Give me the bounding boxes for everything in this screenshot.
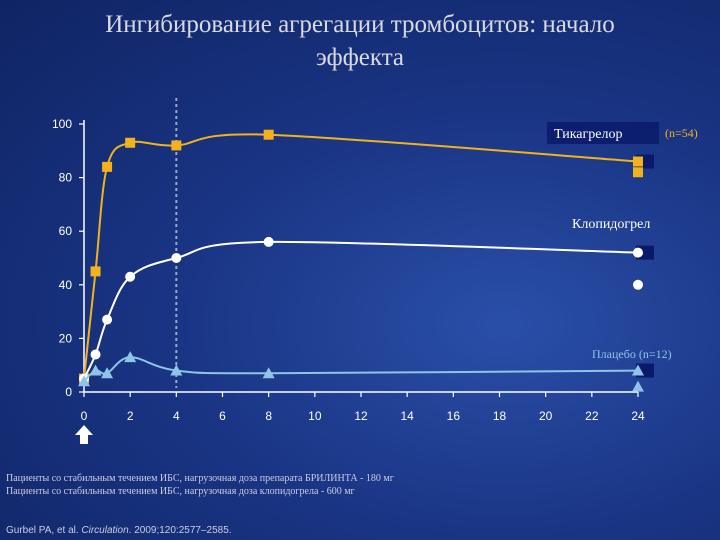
series-line-placebo	[83, 356, 639, 383]
data-point-end-ticagrelor	[633, 156, 643, 167]
data-point-placebo	[262, 367, 275, 379]
data-point-ticagrelor	[102, 161, 113, 172]
x-tick-label: 0	[81, 409, 88, 423]
data-point-ticagrelor	[125, 137, 136, 148]
citation: Gurbel PA, et al. Circulation. 2009;120:…	[6, 525, 232, 536]
citation-authors: Gurbel PA, et al.	[6, 525, 82, 536]
data-point-placebo	[170, 364, 183, 376]
x-tick-label: 24	[631, 409, 645, 423]
data-point-ticagrelor	[263, 129, 274, 140]
chart-title: Ингибирование агрегации тромбоцитов: нач…	[105, 11, 615, 71]
x-tick-label: 20	[539, 409, 553, 423]
footnote-clopidogrel: Пациенты со стабильным течением ИБС, наг…	[6, 486, 355, 497]
x-tick-label: 22	[585, 409, 599, 423]
data-point-clopidogrel	[263, 236, 274, 247]
y-tick-label: 40	[59, 278, 73, 292]
x-tick-label: 18	[493, 409, 507, 423]
y-tick-label: 80	[59, 171, 73, 185]
data-point-placebo	[89, 364, 102, 376]
end-marker-offset-placebo	[632, 380, 644, 392]
footnote-ticagrelor: Пациенты со стабильным течением ИБС, наг…	[6, 473, 394, 484]
data-point-placebo	[78, 375, 90, 387]
y-tick-label: 0	[65, 385, 72, 399]
x-tick-label: 6	[219, 409, 226, 423]
y-tick-label: 20	[59, 331, 73, 345]
series-label-placebo: Плацебо (n=12)	[592, 347, 672, 361]
data-point-clopidogrel	[125, 271, 136, 282]
data-point-clopidogrel	[90, 349, 101, 360]
data-point-clopidogrel	[102, 314, 113, 325]
x-tick-label: 10	[308, 409, 322, 423]
data-point-clopidogrel	[171, 253, 182, 263]
series-label-ticagrelor: Тикагрелор	[554, 127, 622, 142]
dose-arrow-icon	[75, 425, 93, 444]
data-point-end-placebo	[632, 364, 644, 376]
legend-box-ticagrelor	[547, 122, 659, 144]
series-annotation-ticagrelor: (n=54)	[665, 126, 698, 140]
x-tick-label: 14	[400, 409, 414, 423]
end-marker-offset-ticagrelor	[633, 167, 643, 178]
data-point-ticagrelor	[171, 140, 182, 151]
y-tick-label: 100	[52, 117, 72, 131]
data-point-placebo	[101, 367, 114, 379]
data-point-ticagrelor	[90, 266, 101, 277]
x-tick-label: 16	[447, 409, 461, 423]
x-tick-label: 2	[127, 409, 134, 423]
citation-details: . 2009;120:2577–2585.	[128, 525, 232, 536]
x-tick-label: 12	[354, 409, 368, 423]
x-tick-label: 8	[265, 409, 272, 423]
series-label-clopidogrel: Клопидогрел	[572, 217, 650, 232]
y-tick-label: 60	[59, 224, 73, 238]
series-line-ticagrelor	[83, 133, 639, 379]
end-marker-offset-clopidogrel	[633, 279, 643, 290]
data-point-end-clopidogrel	[633, 247, 643, 258]
data-point-placebo	[124, 351, 137, 363]
citation-journal: Circulation	[81, 525, 129, 536]
x-tick-label: 4	[173, 409, 180, 423]
series-line-clopidogrel	[83, 240, 639, 380]
